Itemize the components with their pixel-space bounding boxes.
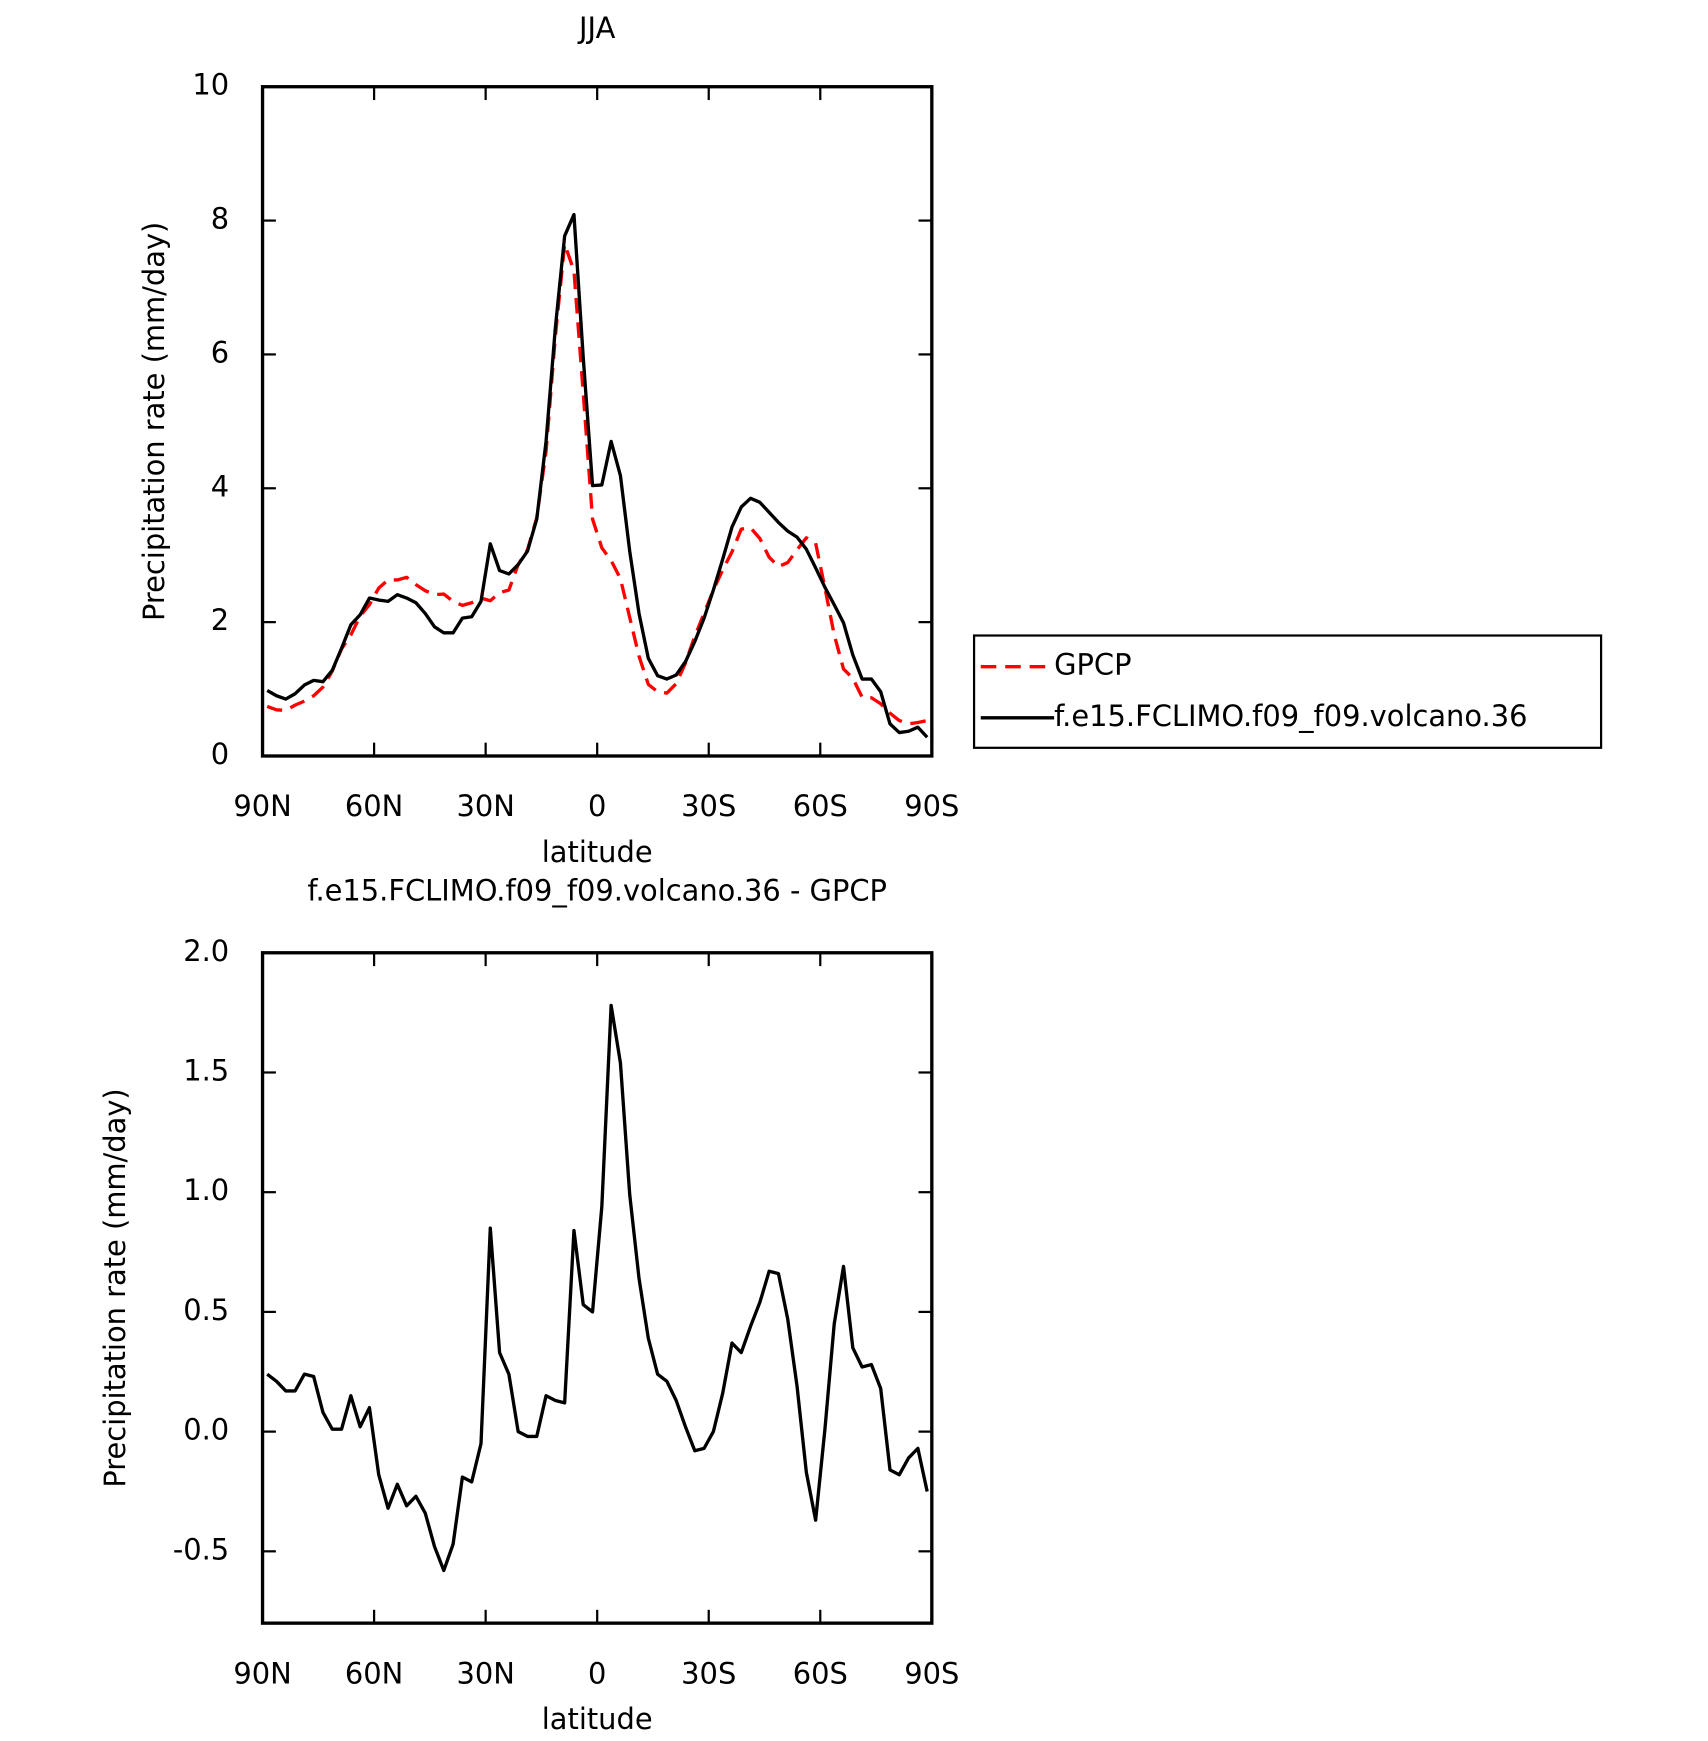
x-tick-label: 0 [588,1656,606,1690]
x-tick-label: 0 [588,789,606,823]
legend-label: f.e15.FCLIMO.f09_f09.volcano.36 [1054,699,1527,733]
y-tick-label: 6 [211,335,229,369]
legend-label: GPCP [1054,648,1131,682]
x-tick-label: 60S [793,789,848,823]
x-tick-label: 90S [904,1656,959,1690]
y-tick-label: 2 [211,603,229,637]
plot-frame [260,951,934,1625]
legend-box [972,634,1603,749]
y-tick-label: -0.5 [173,1532,229,1566]
y-axis-label: Precipitation rate (mm/day) [137,222,171,621]
y-axis-label: Precipitation rate (mm/day) [98,1088,132,1487]
y-tick-label: 4 [211,469,229,503]
data-line [266,212,929,739]
y-tick-label: 0 [211,737,229,771]
x-tick-label: 30S [681,789,736,823]
y-tick-label: 0.5 [183,1293,229,1327]
x-tick-label: 60N [345,789,403,823]
y-tick-label: 10 [192,68,229,102]
y-tick-label: 8 [211,202,229,236]
x-tick-label: 30N [456,1656,514,1690]
x-tick-label: 90N [233,1656,291,1690]
x-tick-label: 60S [793,1656,848,1690]
x-tick-label: 90S [904,789,959,823]
x-axis-label: latitude [542,835,653,869]
data-line [266,242,928,726]
chart-title: f.e15.FCLIMO.f09_f09.volcano.36 - GPCP [307,874,887,908]
chart-title: JJA [577,11,616,45]
x-tick-label: 30N [456,789,514,823]
plot-frame [260,85,934,758]
x-tick-label: 60N [345,1656,403,1690]
x-axis-label: latitude [542,1702,653,1736]
y-tick-label: 1.5 [183,1053,229,1087]
x-tick-label: 90N [233,789,291,823]
y-tick-label: 1.0 [183,1173,229,1207]
x-tick-label: 30S [681,1656,736,1690]
y-tick-label: 0.0 [183,1413,229,1447]
data-line [266,1003,929,1573]
y-tick-label: 2.0 [183,934,229,968]
